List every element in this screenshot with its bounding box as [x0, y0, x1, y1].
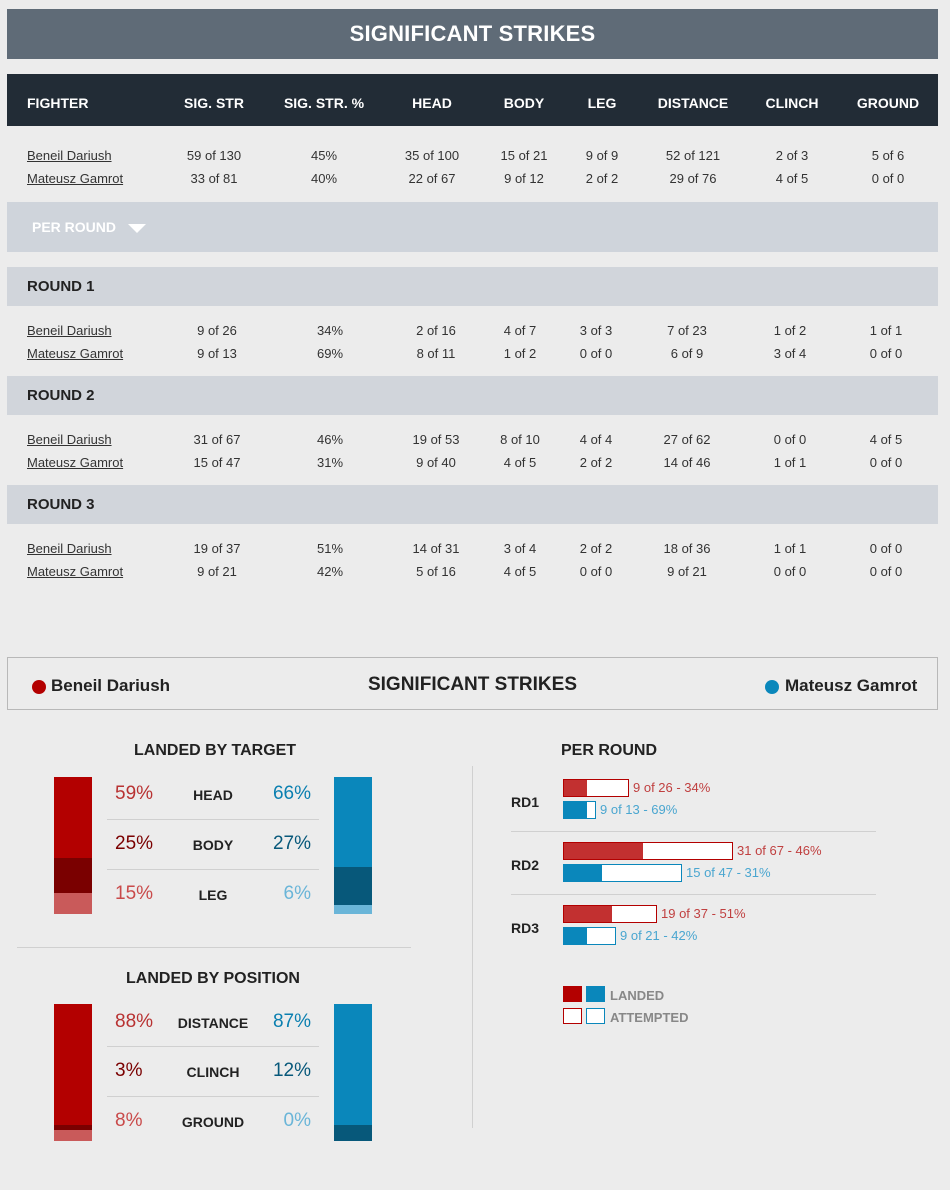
fighter-link[interactable]: Mateusz Gamrot [27, 171, 124, 186]
blue-leg-segment [334, 905, 372, 914]
red-leg-segment [54, 893, 92, 914]
divider [472, 766, 473, 1128]
fighter-link[interactable]: Beneil Dariush [27, 541, 112, 556]
blue-body-segment [334, 867, 372, 905]
target-row-leg: 15% LEG 6% [115, 883, 311, 904]
red-target-bar [54, 777, 92, 914]
per-round-toggle[interactable]: PER ROUND [7, 202, 938, 252]
blue-dot-icon [765, 680, 779, 694]
col-ground: GROUND [856, 95, 920, 111]
round-label: RD3 [511, 920, 540, 936]
legend-title: SIGNIFICANT STRIKES [367, 674, 577, 695]
target-row-body: 25% BODY 27% [115, 833, 311, 854]
divider [107, 869, 319, 870]
divider [17, 947, 411, 948]
blue-target-bar [334, 777, 372, 914]
page-title: SIGNIFICANT STRIKES [7, 9, 938, 59]
divider [107, 1046, 319, 1047]
table-row: Beneil Dariush 59 of 130 45% 35 of 100 1… [7, 144, 938, 167]
blue-round-stat: 15 of 47 - 31% [686, 865, 771, 880]
blue-round-stat: 9 of 21 - 42% [620, 928, 698, 943]
red-landed-fill [564, 843, 643, 859]
blue-fighter-name: Mateusz Gamrot [785, 676, 918, 695]
position-row-clinch: 3% CLINCH 12% [115, 1060, 311, 1081]
table-row: Mateusz Gamrot 9 of 21 42% 5 of 16 4 of … [7, 560, 938, 583]
blue-round-bar [563, 801, 596, 819]
divider [107, 819, 319, 820]
round-header: ROUND 1 [7, 267, 938, 306]
red-landed-fill [564, 780, 587, 796]
col-sig-str-pct: SIG. STR. % [283, 95, 365, 111]
col-clinch: CLINCH [765, 95, 819, 111]
col-body: BODY [503, 95, 545, 111]
red-round-stat: 9 of 26 - 34% [633, 780, 711, 795]
red-fighter-name: Beneil Dariush [51, 676, 171, 695]
round-header: ROUND 2 [7, 376, 938, 415]
col-distance: DISTANCE [657, 95, 729, 111]
table-row: Mateusz Gamrot 15 of 47 31% 9 of 40 4 of… [7, 451, 938, 474]
red-round-bar [563, 842, 733, 860]
per-round-label: PER ROUND [32, 219, 117, 235]
red-distance-segment [54, 1004, 92, 1125]
round-label: RD2 [511, 857, 540, 873]
round-label: RD1 [511, 794, 540, 810]
attempted-blue-swatch [586, 1008, 605, 1024]
blue-clinch-segment [334, 1125, 372, 1141]
red-body-segment [54, 858, 92, 893]
fighter-link[interactable]: Mateusz Gamrot [27, 564, 124, 579]
red-position-bar [54, 1004, 92, 1141]
fighter-link[interactable]: Beneil Dariush [27, 432, 112, 447]
fighter-legend: Beneil Dariush SIGNIFICANT STRIKES Mateu… [7, 657, 938, 710]
landed-by-position-title: LANDED BY POSITION [126, 970, 300, 987]
position-row-distance: 88% DISTANCE 87% [115, 1011, 311, 1032]
red-clinch-segment [54, 1125, 92, 1130]
col-head: HEAD [412, 95, 452, 111]
attempted-red-swatch [563, 1008, 582, 1024]
blue-position-bar [334, 1004, 372, 1141]
blue-landed-fill [564, 865, 602, 881]
red-round-bar [563, 905, 657, 923]
red-landed-fill [564, 906, 612, 922]
landed-red-swatch [563, 986, 582, 1002]
divider [511, 894, 876, 895]
red-round-stat: 19 of 37 - 51% [661, 906, 746, 921]
fighter-link[interactable]: Mateusz Gamrot [27, 455, 124, 470]
blue-head-segment [334, 777, 372, 867]
blue-round-bar [563, 927, 616, 945]
landed-blue-swatch [586, 986, 605, 1002]
red-ground-segment [54, 1130, 92, 1141]
caret-down-icon [128, 223, 147, 233]
blue-landed-fill [564, 802, 587, 818]
fighter-link[interactable]: Mateusz Gamrot [27, 346, 124, 361]
col-sig-str: SIG. STR [184, 95, 244, 111]
red-round-stat: 31 of 67 - 46% [737, 843, 822, 858]
divider [511, 831, 876, 832]
table-row: Beneil Dariush 31 of 67 46% 19 of 53 8 o… [7, 428, 938, 451]
table-row: Beneil Dariush 19 of 37 51% 14 of 31 3 o… [7, 537, 938, 560]
attempted-key-label: ATTEMPTED [610, 1010, 689, 1025]
table-row: Beneil Dariush 9 of 26 34% 2 of 16 4 of … [7, 319, 938, 342]
position-row-ground: 8% GROUND 0% [115, 1110, 311, 1131]
landed-by-target-title: LANDED BY TARGET [134, 742, 297, 759]
col-leg: LEG [587, 95, 617, 111]
divider [107, 1096, 319, 1097]
fighter-link[interactable]: Beneil Dariush [27, 148, 112, 163]
red-round-bar [563, 779, 629, 797]
target-row-head: 59% HEAD 66% [115, 783, 311, 804]
blue-round-bar [563, 864, 682, 882]
red-head-segment [54, 777, 92, 858]
red-dot-icon [32, 680, 46, 694]
table-row: Mateusz Gamrot 33 of 81 40% 22 of 67 9 o… [7, 167, 938, 190]
table-header: FIGHTER SIG. STR SIG. STR. % HEAD BODY L… [7, 74, 938, 126]
blue-distance-segment [334, 1004, 372, 1125]
round-header: ROUND 3 [7, 485, 938, 524]
fighter-link[interactable]: Beneil Dariush [27, 323, 112, 338]
per-round-chart-title: PER ROUND [561, 742, 658, 759]
blue-round-stat: 9 of 13 - 69% [600, 802, 678, 817]
col-fighter: FIGHTER [27, 95, 89, 111]
table-row: Mateusz Gamrot 9 of 13 69% 8 of 11 1 of … [7, 342, 938, 365]
blue-landed-fill [564, 928, 587, 944]
landed-key-label: LANDED [610, 988, 665, 1003]
